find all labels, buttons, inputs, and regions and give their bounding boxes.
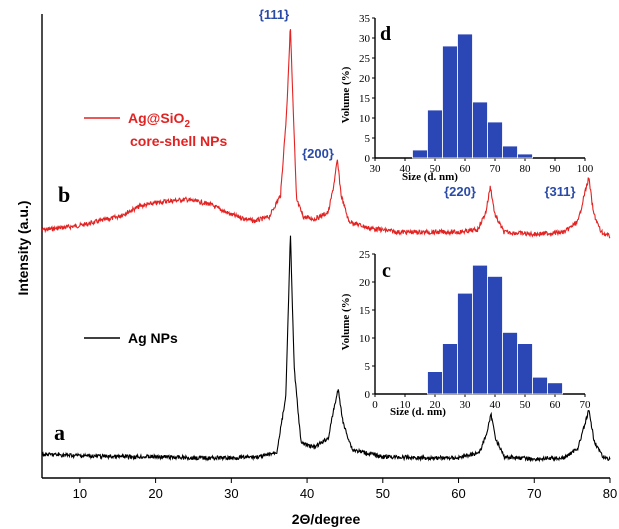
inset-d-y-tick-label-2: 10 <box>359 113 371 125</box>
inset-c-bar-6 <box>517 343 533 395</box>
legend-label-ag: Ag NPs <box>128 330 178 346</box>
legend-label-ag-sio2: Ag@SiO2 <box>128 110 190 130</box>
inset-d-bar-4 <box>472 101 488 159</box>
inset-c-y-tick-label-5: 25 <box>359 249 371 261</box>
inset-d-bar-3 <box>457 33 473 159</box>
inset-d-y-tick-label-5: 25 <box>359 53 371 65</box>
inset-d-bar-7 <box>517 153 533 159</box>
inset-d-y-tick-label-0: 0 <box>365 153 371 165</box>
inset-d-y-tick-label-4: 20 <box>359 73 371 85</box>
inset-c-x-tick-label-7: 70 <box>580 399 592 411</box>
main-x-tick-label-2: 30 <box>224 486 238 501</box>
main-x-tick-label-6: 70 <box>527 486 541 501</box>
main-x-tick-label-1: 20 <box>148 486 162 501</box>
main-axes: 10 20 30 40 50 60 70 80 <box>41 14 617 501</box>
inset-c-x-tick-label-6: 60 <box>550 399 562 411</box>
inset-c-x-label: Size (d. nm) <box>390 406 446 418</box>
inset-d-x-tick-label-6: 90 <box>550 163 562 175</box>
legend-label-ag-sio2-line2: core-shell NPs <box>130 133 227 149</box>
inset-c-bar-2 <box>457 292 473 395</box>
inset-c-bar-8 <box>547 382 563 395</box>
inset-c-y-label: Volume (%) <box>340 293 352 350</box>
inset-d-panel-label: d <box>380 23 391 45</box>
series-line-ag-sio2 <box>41 29 611 239</box>
peak-label-200: {200} <box>302 146 334 161</box>
inset-c-bar-5 <box>502 331 518 395</box>
inset-d-y-tick-label-6: 30 <box>359 33 371 45</box>
inset-c-y-tick-label-3: 15 <box>359 305 371 317</box>
inset-c-x-tick-label-1: 10 <box>400 399 412 411</box>
legend-label-ag-sio2-sub: 2 <box>184 119 190 130</box>
inset-d-bar-0 <box>412 149 428 159</box>
inset-c-panel-label: c <box>382 260 391 282</box>
main-x-label: 2Θ/degree <box>292 511 361 527</box>
inset-c-x-tick-label-4: 40 <box>490 399 502 411</box>
peak-label-220: {220} <box>444 184 476 199</box>
inset-c-bar-1 <box>442 343 458 395</box>
inset-c-y-tick-label-4: 20 <box>359 277 371 289</box>
main-y-label: Intensity (a.u.) <box>15 201 31 296</box>
main-x-tick-label-7: 80 <box>603 486 617 501</box>
series-line-ag <box>41 235 611 463</box>
inset-d-x-tick-label-4: 70 <box>490 163 502 175</box>
inset-c-x-tick-label-0: 0 <box>372 399 378 411</box>
main-x-ticks: 10 20 30 40 50 60 70 80 <box>73 478 617 501</box>
inset-d-x-tick-label-0: 30 <box>370 163 382 175</box>
main-x-tick-label-3: 40 <box>300 486 314 501</box>
inset-c-y-tick-label-1: 5 <box>365 361 371 373</box>
inset-c-bar-0 <box>427 371 443 395</box>
inset-c-bar-4 <box>487 275 503 395</box>
main-x-tick-label-5: 60 <box>451 486 465 501</box>
inset-d-x-tick-label-5: 80 <box>520 163 532 175</box>
inset-c-x-tick-label-2: 20 <box>430 399 442 411</box>
inset-c-x-tick-label-3: 30 <box>460 399 472 411</box>
inset-d-y-tick-label-7: 35 <box>359 13 371 25</box>
inset-d-bar-2 <box>442 45 458 159</box>
legend-label-ag-sio2-main: Ag@SiO <box>128 110 185 126</box>
inset-d-y-tick-label-3: 15 <box>359 93 371 105</box>
inset-d-bar-6 <box>502 145 518 159</box>
inset-c-bar-3 <box>472 264 488 395</box>
inset-c-bar-7 <box>532 376 548 395</box>
inset-c-x-tick-label-5: 50 <box>520 399 532 411</box>
inset-d-x-tick-label-2: 50 <box>430 163 442 175</box>
legend-ag: Ag NPs <box>84 330 178 346</box>
curve-label-a: a <box>54 420 65 445</box>
inset-c: 0 5 10 15 20 25 0 10 20 30 40 50 60 70 <box>359 249 591 411</box>
inset-d-bar-5 <box>487 121 503 159</box>
inset-d-x-label: Size (d. nm) <box>402 171 458 183</box>
inset-c-y-tick-label-0: 0 <box>365 389 371 401</box>
inset-c-y-tick-label-2: 10 <box>359 333 371 345</box>
main-x-tick-label-0: 10 <box>73 486 87 501</box>
curve-label-b: b <box>58 182 70 207</box>
inset-d-y-label: Volume (%) <box>340 66 352 123</box>
inset-d: 0 5 10 15 20 25 30 35 30 40 50 60 70 80 90 100 <box>359 13 594 175</box>
inset-d-x-tick-label-1: 40 <box>400 163 412 175</box>
inset-d-x-tick-label-3: 60 <box>460 163 472 175</box>
inset-d-bar-1 <box>427 109 443 159</box>
inset-d-y-tick-label-1: 5 <box>365 133 371 145</box>
peak-label-311: {311} <box>544 184 575 199</box>
peak-label-111: {111} <box>259 7 289 22</box>
legend-ag-sio2: Ag@SiO2 core-shell NPs <box>84 110 227 149</box>
inset-d-x-tick-label-7: 100 <box>577 163 594 175</box>
main-x-tick-label-4: 50 <box>376 486 390 501</box>
